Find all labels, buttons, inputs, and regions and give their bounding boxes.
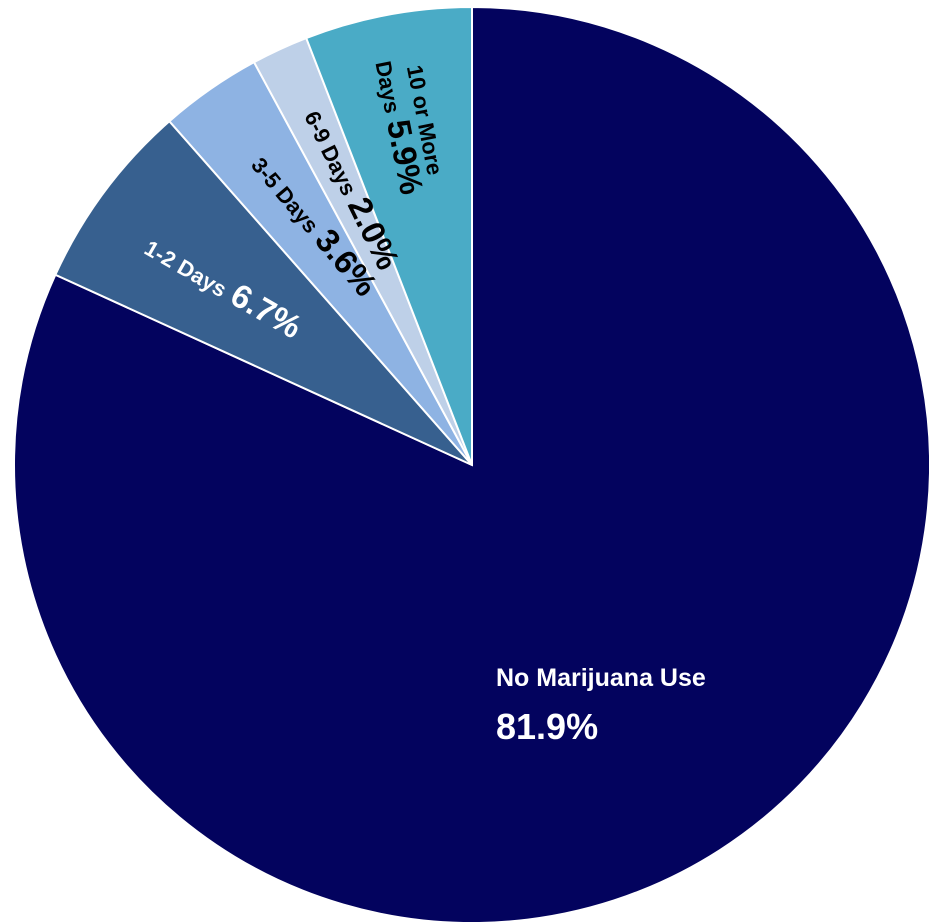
pie-slice-10-or-more-days bbox=[304, 5, 473, 466]
slice-value-no-marijuana-use: 81.9% bbox=[496, 706, 598, 747]
slice-label-no-marijuana-use: No Marijuana Use bbox=[496, 664, 706, 692]
pie-slice-1-2-days bbox=[54, 119, 473, 466]
pie-slice-no-marijuana-use bbox=[13, 5, 929, 922]
